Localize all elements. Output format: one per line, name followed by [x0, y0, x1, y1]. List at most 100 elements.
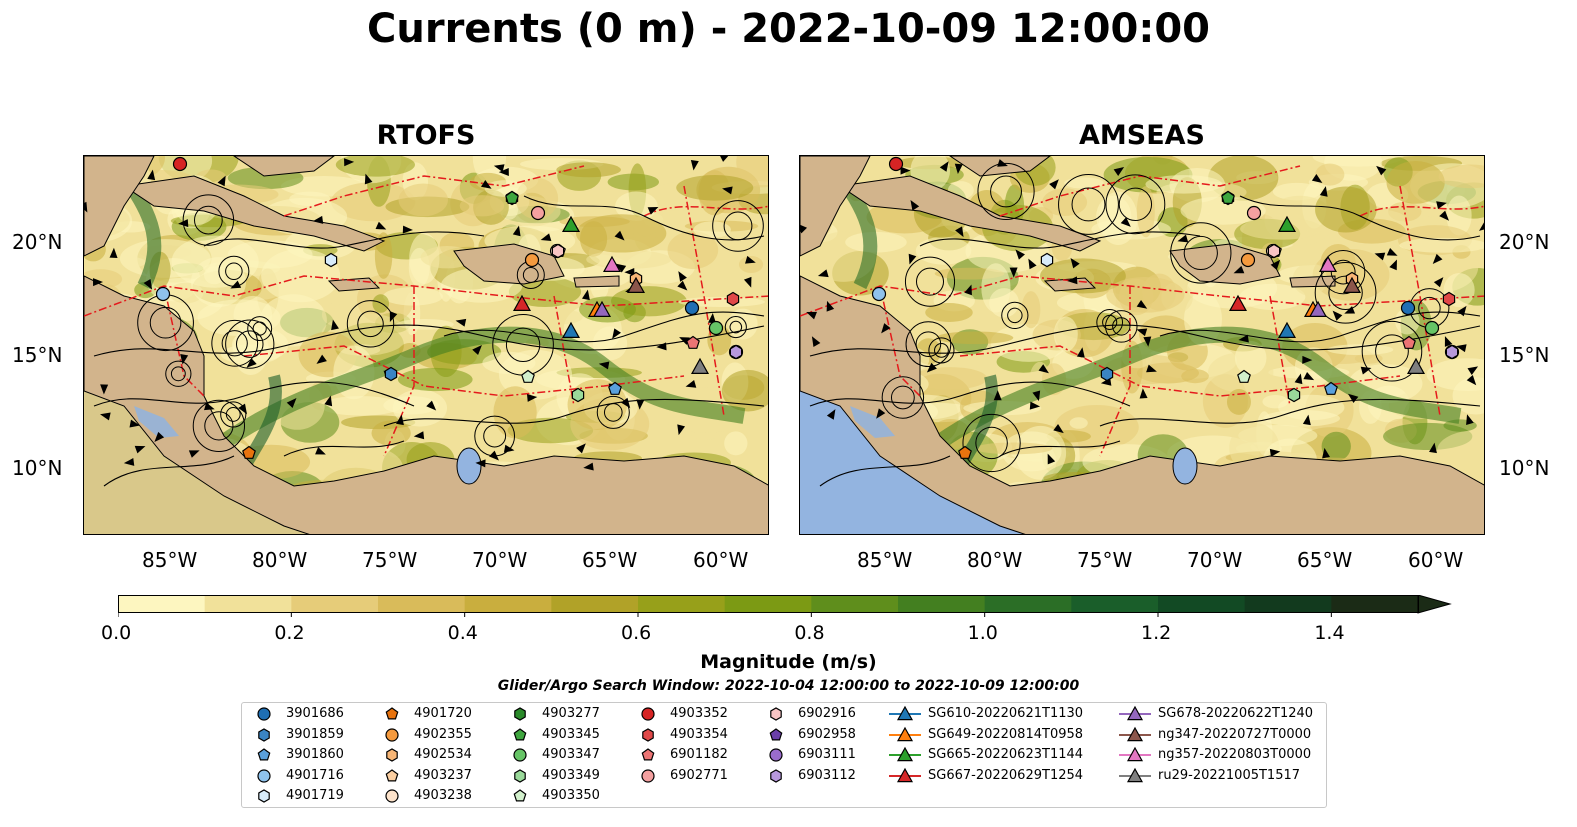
legend-triangle-icon [896, 746, 914, 762]
legend-circle-icon [257, 707, 271, 721]
legend-label: 3901859 [286, 726, 344, 742]
colorbar-label: Magnitude (m/s) [700, 651, 877, 673]
map-marker-4901716 [155, 286, 171, 302]
map-marker-4903352 [172, 156, 188, 172]
colorbar-tick-label: 0.2 [274, 622, 305, 644]
legend-label: 4903345 [542, 726, 600, 742]
map-marker-4901716 [871, 286, 887, 302]
legend-circle-icon [513, 748, 527, 762]
colorbar-segment [1071, 595, 1159, 613]
legend-marker-icon [385, 789, 399, 803]
map-marker-4903349 [1287, 387, 1301, 403]
map-marker-6903112 [729, 344, 743, 360]
legend-label: 4902534 [414, 747, 472, 762]
map-marker-6902916 [551, 243, 565, 259]
legend-hexagon-icon [258, 727, 270, 742]
legend-triangle-icon [1126, 767, 1144, 782]
lat-label-left: 10°N [12, 456, 63, 480]
legend-marker-icon [769, 748, 783, 762]
map-marker-6903112 [1445, 344, 1459, 360]
colorbar [117, 594, 1458, 621]
legend-label: 6902916 [798, 706, 856, 721]
lon-label: 65°W [582, 548, 638, 572]
legend-marker-icon [513, 748, 527, 762]
legend-marker-icon [1119, 746, 1151, 762]
map-marker-ng357-20220803T0000 [1318, 255, 1338, 273]
legend-marker-icon [513, 789, 527, 802]
map-marker-6902916 [1267, 243, 1281, 259]
map-marker-ng347-20220727T0000 [1342, 276, 1362, 293]
map-marker-3901686 [684, 300, 700, 316]
legend-pentagon-icon [513, 789, 527, 802]
map-marker-SG667-20220629T1254 [1228, 294, 1248, 311]
map-marker-4903354 [1442, 291, 1456, 307]
legend-label: 3901860 [286, 747, 344, 762]
legend-circle-icon [385, 727, 399, 742]
lon-label: 75°W [362, 548, 418, 572]
colorbar-segment [724, 595, 812, 613]
map-marker-SG665-20220623T1144 [561, 215, 581, 233]
lat-label-left: 20°N [12, 230, 63, 254]
colorbar-segment [118, 595, 206, 613]
map-marker-ru29-20221005T1517 [690, 357, 710, 374]
legend-circle-icon [769, 748, 783, 762]
legend-marker-icon [257, 748, 271, 761]
colorbar-segment [464, 595, 552, 613]
map-amseas [799, 155, 1485, 535]
map-marker-SG667-20220629T1254 [512, 294, 532, 311]
legend-label: 4903352 [670, 706, 728, 721]
legend-triangle-icon [896, 726, 914, 741]
legend-pentagon-icon [385, 768, 399, 781]
legend-label: 4903347 [542, 747, 600, 762]
legend-label: 3901686 [286, 706, 344, 721]
legend-marker-icon [385, 727, 399, 742]
colorbar-segment [1158, 595, 1246, 613]
colorbar-segment [811, 595, 899, 613]
lon-label: 80°W [252, 548, 308, 572]
legend-pentagon-icon [385, 707, 399, 720]
colorbar-tick-label: 0.6 [621, 622, 652, 644]
map-marker-4903349 [571, 387, 585, 403]
map-marker-3901686 [1400, 300, 1416, 316]
legend-label: ng347-20220727T0000 [1158, 726, 1312, 742]
map-marker-4901720 [958, 445, 972, 459]
map-marker-4903345 [1221, 190, 1235, 204]
map-marker-SG665-20220623T1144 [1277, 215, 1297, 233]
legend-hexagon-icon [770, 768, 782, 783]
legend-circle-icon [257, 768, 271, 783]
colorbar-segment [551, 595, 639, 613]
legend-label: SG667-20220629T1254 [928, 767, 1084, 783]
colorbar-segment [984, 595, 1072, 613]
legend-label: 4902355 [414, 726, 472, 742]
colorbar-segment [638, 595, 726, 613]
legend-marker-icon [769, 727, 783, 740]
lat-label-right: 10°N [1499, 456, 1550, 480]
legend-label: SG649-20220814T0958 [928, 726, 1084, 742]
legend-marker-icon [386, 748, 398, 762]
legend-pentagon-icon [513, 727, 527, 740]
legend-label: 4903277 [542, 706, 600, 721]
legend-label: ru29-20221005T1517 [1158, 767, 1301, 783]
legend-marker-icon [889, 726, 921, 741]
legend-marker-icon [385, 768, 399, 781]
legend-marker-icon [513, 727, 527, 740]
map-marker-4903350 [1237, 369, 1251, 383]
legend-hexagon-icon [770, 707, 782, 721]
map-marker-6901182 [686, 335, 700, 349]
legend-triangle-icon [1126, 705, 1144, 721]
legend: 3901686 3901859 3901860 4901716 4901719 49017… [241, 702, 1327, 808]
map-marker-3901860 [1324, 381, 1338, 395]
legend-label: 4903349 [542, 767, 600, 783]
legend-marker-icon [1119, 767, 1151, 782]
map-marker-4903354 [726, 291, 740, 307]
colorbar-bar [117, 594, 1452, 617]
search-window-text: Glider/Argo Search Window: 2022-10-04 12… [497, 678, 1080, 694]
lon-label: 85°W [142, 548, 198, 572]
map-marker-4901719 [324, 252, 338, 268]
legend-label: 4903238 [414, 788, 472, 803]
map-marker-6902771 [530, 205, 546, 221]
legend-marker-icon [1119, 705, 1151, 721]
legend-label: 6902958 [798, 726, 856, 742]
legend-marker-icon [514, 707, 526, 721]
colorbar-tick-label: 1.4 [1314, 622, 1345, 644]
